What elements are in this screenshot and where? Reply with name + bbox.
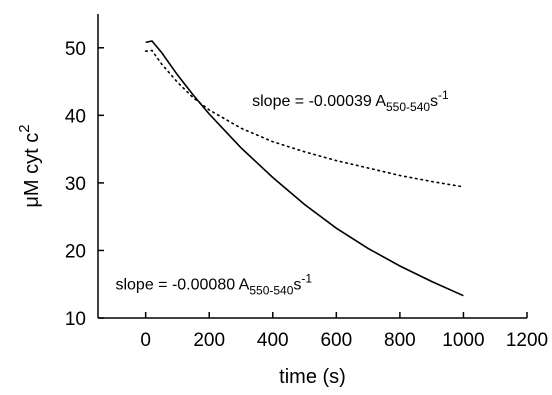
annotations: slope = -0.00039 A550-540s-1 slope = -0.0… <box>115 88 449 298</box>
x-axis-title: time (s) <box>279 366 346 388</box>
x-tick-label: 400 <box>257 330 289 351</box>
x-tick-label: 1000 <box>442 330 484 351</box>
y-axis-title: μM cyt c2 <box>16 124 43 207</box>
x-tick-label: 1200 <box>506 330 548 351</box>
y-tick-label: 30 <box>65 174 86 195</box>
x-ticks: 0 200 400 600 800 1000 1200 <box>140 312 548 351</box>
y-tick-label: 10 <box>65 309 86 330</box>
x-tick-label: 800 <box>384 330 416 351</box>
series-line-solid <box>145 40 464 297</box>
series-layer <box>144 40 465 297</box>
y-ticks: 10 20 30 40 50 <box>65 39 104 330</box>
y-tick-label: 40 <box>65 106 86 127</box>
x-tick-label: 0 <box>140 330 151 351</box>
series-line-dotted <box>144 49 465 188</box>
y-tick-label: 50 <box>65 39 86 60</box>
x-tick-label: 600 <box>320 330 352 351</box>
slope-annotation-1: slope = -0.00039 A550-540s-1 <box>252 88 449 114</box>
x-tick-label: 200 <box>193 330 225 351</box>
slope-annotation-2: slope = -0.00080 A550-540s-1 <box>115 272 312 298</box>
y-axis-title-main: μM cyt c <box>21 133 43 208</box>
plot-frame <box>97 14 527 319</box>
y-tick-label: 20 <box>65 241 86 262</box>
y-axis-title-superscript: 2 <box>16 124 33 132</box>
